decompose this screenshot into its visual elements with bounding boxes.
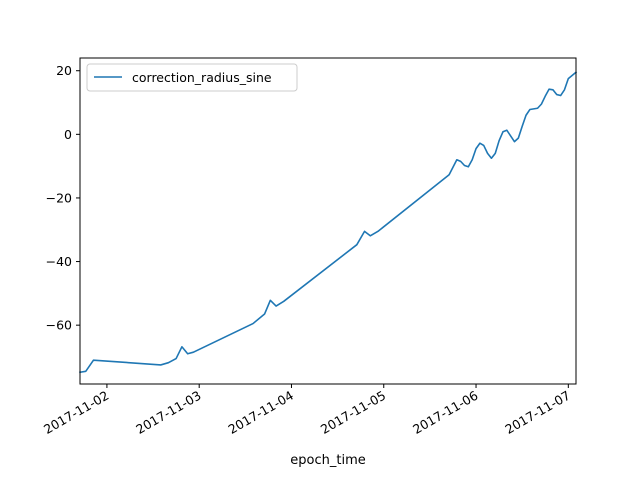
data-point bbox=[483, 145, 485, 147]
plot-area bbox=[79, 71, 578, 374]
data-point bbox=[275, 305, 277, 307]
data-point bbox=[552, 89, 554, 91]
data-point bbox=[529, 109, 531, 111]
y-tick-label: −40 bbox=[46, 254, 72, 269]
data-point bbox=[544, 95, 546, 97]
data-point bbox=[448, 174, 450, 176]
data-point bbox=[537, 107, 539, 109]
data-point bbox=[468, 166, 470, 168]
y-tick-label: −60 bbox=[46, 318, 72, 333]
data-point bbox=[506, 129, 508, 131]
data-point bbox=[487, 153, 489, 155]
data-point bbox=[464, 165, 466, 167]
data-point bbox=[181, 346, 183, 348]
legend: correction_radius_sine bbox=[86, 63, 298, 92]
data-point bbox=[533, 108, 535, 110]
x-axis-title: epoch_time bbox=[290, 453, 365, 468]
data-point bbox=[494, 153, 496, 155]
data-point bbox=[364, 231, 366, 233]
data-point bbox=[568, 78, 570, 80]
data-point bbox=[498, 140, 500, 142]
data-point bbox=[491, 157, 493, 159]
data-point bbox=[85, 370, 87, 372]
data-point bbox=[541, 103, 543, 105]
data-point bbox=[521, 126, 523, 128]
axes-frame bbox=[79, 57, 577, 385]
data-point bbox=[525, 114, 527, 116]
data-point bbox=[518, 137, 520, 139]
data-point bbox=[556, 94, 558, 96]
data-point bbox=[252, 323, 254, 325]
data-point bbox=[560, 95, 562, 97]
data-point bbox=[175, 358, 177, 360]
data-point bbox=[377, 231, 379, 233]
data-point bbox=[356, 244, 358, 246]
data-point bbox=[514, 141, 516, 143]
data-point bbox=[502, 131, 504, 133]
data-point bbox=[283, 301, 285, 303]
legend-label: correction_radius_sine bbox=[132, 70, 272, 85]
y-tick-label: 0 bbox=[64, 127, 72, 142]
y-tick-label: −20 bbox=[46, 190, 72, 205]
data-point bbox=[475, 148, 477, 150]
data-point bbox=[264, 313, 266, 315]
data-point bbox=[456, 159, 458, 161]
data-point bbox=[93, 359, 95, 361]
legend-frame bbox=[86, 63, 298, 92]
y-tick-label: 20 bbox=[56, 63, 72, 78]
data-point bbox=[168, 362, 170, 364]
data-point bbox=[193, 351, 195, 353]
data-point bbox=[160, 364, 162, 366]
data-point bbox=[479, 142, 481, 144]
data-point bbox=[564, 89, 566, 91]
series-line-correction-radius-sine bbox=[79, 71, 578, 374]
data-point bbox=[270, 300, 272, 302]
data-point bbox=[369, 235, 371, 237]
data-point bbox=[471, 159, 473, 161]
data-point bbox=[510, 135, 512, 137]
data-point bbox=[460, 161, 462, 163]
data-point bbox=[548, 88, 550, 90]
data-point bbox=[187, 353, 189, 355]
